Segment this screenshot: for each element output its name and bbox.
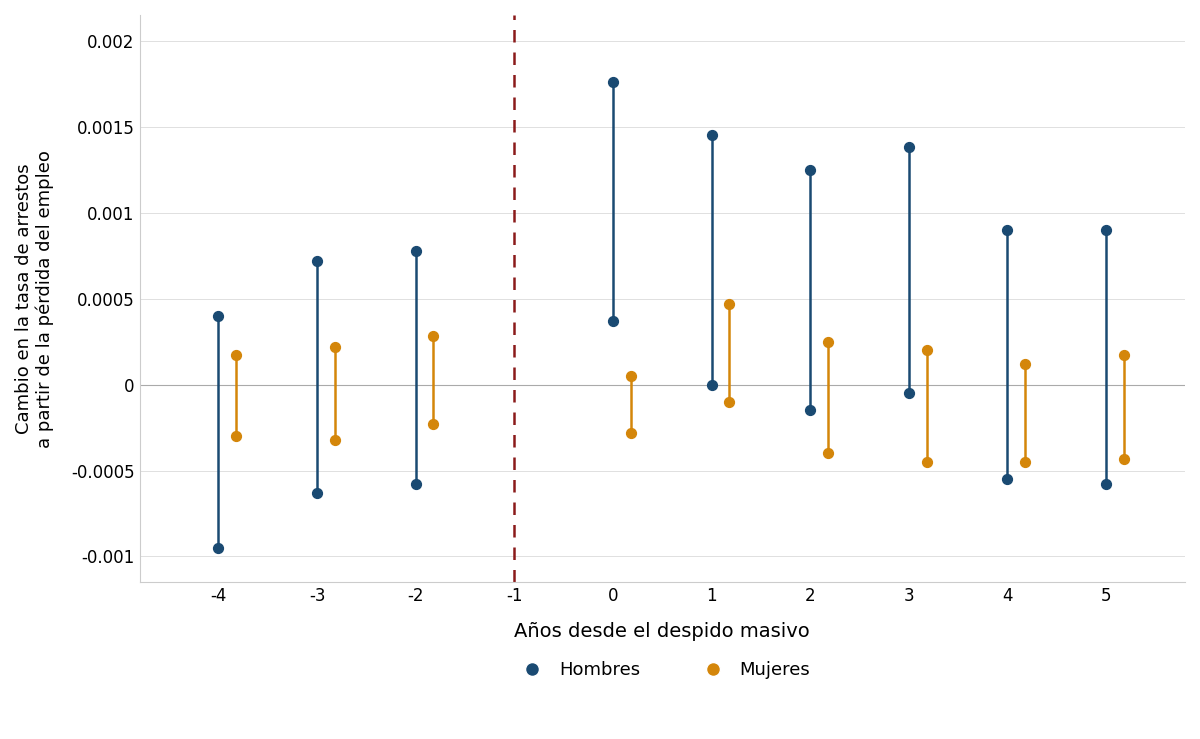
Point — [917, 456, 936, 468]
Point — [1097, 224, 1116, 236]
Point — [209, 310, 228, 321]
Point — [818, 336, 838, 347]
Point — [1097, 478, 1116, 490]
Point — [604, 315, 623, 327]
Point — [227, 430, 246, 442]
Point — [227, 350, 246, 361]
Point — [1115, 452, 1134, 464]
Point — [702, 129, 721, 141]
Point — [325, 434, 344, 446]
Point — [307, 255, 326, 267]
Point — [406, 478, 425, 490]
Point — [1015, 358, 1034, 370]
Point — [307, 487, 326, 499]
Point — [1115, 350, 1134, 361]
Point — [424, 330, 443, 342]
Y-axis label: Cambio en la tasa de arrestos
a partir de la pérdida del empleo: Cambio en la tasa de arrestos a partir d… — [14, 150, 54, 448]
X-axis label: Años desde el despido masivo: Años desde el despido masivo — [515, 621, 810, 641]
Point — [720, 298, 739, 310]
Point — [800, 404, 820, 416]
Point — [998, 473, 1018, 485]
Point — [424, 418, 443, 430]
Point — [622, 370, 641, 382]
Point — [1015, 456, 1034, 468]
Point — [720, 396, 739, 408]
Point — [209, 542, 228, 554]
Point — [818, 447, 838, 459]
Point — [406, 245, 425, 256]
Point — [998, 224, 1018, 236]
Point — [622, 427, 641, 439]
Point — [604, 76, 623, 88]
Point — [702, 378, 721, 390]
Point — [899, 387, 918, 399]
Point — [800, 164, 820, 176]
Point — [899, 141, 918, 153]
Point — [917, 344, 936, 356]
Legend: Hombres, Mujeres: Hombres, Mujeres — [506, 654, 817, 687]
Point — [325, 341, 344, 353]
